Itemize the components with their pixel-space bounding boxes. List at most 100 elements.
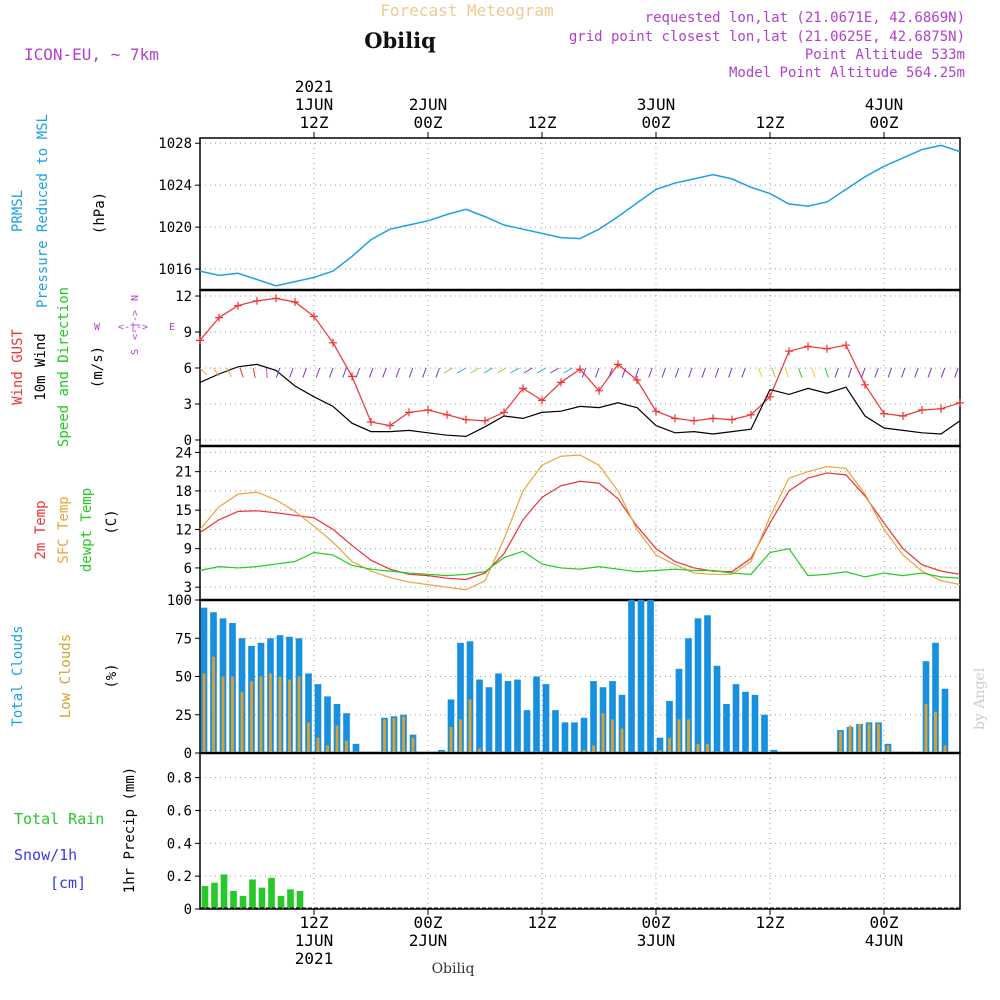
pressure-desc-label: Pressure Reduced to MSL — [35, 114, 51, 308]
rain-label: Total Rain — [14, 810, 104, 828]
gust-marker — [861, 380, 869, 389]
total-cloud-bar — [685, 638, 692, 752]
wind-dir-arrow — [496, 367, 507, 374]
ytick-label: 1028 — [158, 136, 192, 152]
cloud-labels: Total Clouds Low Clouds (%) — [10, 625, 120, 726]
low-cloud-bar — [592, 745, 595, 752]
wind-dir-arrow — [811, 367, 816, 378]
gust-marker — [614, 360, 622, 369]
wind-dir-arrow — [536, 367, 547, 374]
low-cloud-bar — [269, 673, 272, 752]
temp-unit-label: (C) — [104, 509, 120, 534]
ytick-label: 25 — [175, 708, 192, 724]
low-cloud-bar — [259, 676, 263, 752]
total-cloud-bar — [447, 699, 455, 752]
wind-dir-arrow — [443, 367, 453, 374]
total-cloud-bar — [770, 749, 778, 752]
temp-labels: 2m Temp SFC Temp dewpt Temp (C) — [33, 488, 120, 572]
total-cloud-bar — [523, 710, 531, 752]
wind-dir-arrow — [342, 367, 347, 378]
wind-dir-arrow — [483, 367, 493, 374]
wind-dir-arrow — [422, 367, 427, 378]
wind-dir-arrow — [927, 367, 932, 378]
ytick-label: 1024 — [158, 178, 192, 194]
ytick-label: 9 — [184, 542, 192, 558]
temp-panel: 3 6 9 12 15 18 21 24 — [175, 445, 961, 601]
low-cloud-bar — [240, 691, 244, 752]
bottom-time-label: 12Z — [756, 913, 785, 932]
sfc-temp-label: SFC Temp — [56, 496, 72, 563]
rain-bar — [211, 882, 218, 908]
total-cloud-bar — [941, 688, 949, 752]
requested-coords: requested lon,lat (21.0671E, 42.6869N) — [645, 10, 965, 26]
dewpt-line — [199, 548, 961, 579]
wind-dir-arrow — [635, 367, 640, 378]
wind-unit-label: (m/s) — [90, 346, 106, 388]
low-cloud-bar — [943, 745, 947, 752]
low-cloud-bar — [715, 751, 719, 752]
total-cloud-bar — [628, 600, 635, 752]
low-cloud-bar — [915, 751, 918, 752]
gust-marker — [557, 378, 565, 387]
wind-dir-arrow — [550, 367, 560, 374]
wind-dir-arrow — [226, 367, 232, 378]
total-cloud-bar — [438, 749, 445, 752]
snow-unit-label: [cm] — [50, 874, 86, 892]
wind-dir-arrow — [741, 367, 746, 378]
top-time-label: 4JUN — [865, 95, 904, 114]
low-cloud-bar — [582, 749, 586, 752]
compass-ns-arrow: <-|-> — [130, 310, 141, 340]
gust-marker — [196, 336, 204, 345]
ytick-label: 9 — [184, 325, 192, 341]
ytick-label: 0 — [184, 746, 192, 762]
ytick-label: 21 — [175, 465, 192, 481]
model-name: ICON-EU, ~ 7km — [24, 45, 159, 64]
low-cloud-bar — [734, 751, 738, 752]
watermark: by Angel — [972, 667, 988, 730]
ytick-label: 0 — [184, 433, 192, 449]
wind-dir-arrow — [714, 367, 720, 378]
low-cloud-bar — [345, 740, 348, 752]
low-cloud-bar — [706, 743, 709, 752]
rain-bar — [230, 890, 237, 908]
low-cloud-bar — [307, 722, 310, 752]
total-cloud-bar — [542, 684, 550, 752]
total-cloud-bar — [571, 722, 578, 752]
location-title: Obiliq — [364, 28, 436, 53]
wind-dir-arrow — [661, 367, 666, 378]
gust-marker — [443, 410, 451, 419]
gust-marker — [215, 313, 223, 322]
wind-dir-arrow — [369, 367, 374, 378]
wind-dir-arrow — [784, 367, 790, 378]
top-time-label: 12Z — [300, 113, 329, 132]
wind-dir-arrow — [329, 367, 334, 378]
wind-dir-arrow — [199, 367, 208, 376]
compass-north: N — [130, 295, 141, 301]
gust-marker — [842, 341, 850, 350]
gust-marker — [804, 342, 812, 351]
gust-marker — [462, 415, 470, 424]
gust-marker — [956, 398, 964, 407]
ytick-label: 0.6 — [167, 803, 192, 819]
gust-marker — [785, 347, 793, 356]
wind-dir-arrow — [523, 367, 533, 374]
rain-bar — [296, 890, 304, 908]
wind-dir-arrow — [581, 367, 587, 378]
ytick-label: 0.4 — [167, 836, 192, 852]
cloud-unit-label: (%) — [104, 663, 120, 688]
grid-point-coords: grid point closest lon,lat (21.0625E, 42… — [569, 29, 965, 45]
ytick-label: 100 — [167, 593, 192, 609]
ytick-label: 15 — [175, 503, 192, 519]
wind-dir-arrow — [847, 367, 853, 378]
low-cloud-bar — [402, 716, 405, 752]
top-time-label: 12Z — [528, 113, 557, 132]
low-cloud-bar — [839, 731, 842, 752]
wind-dir-arrow — [408, 367, 414, 378]
total-cloud-bar — [495, 673, 502, 752]
gust-marker — [595, 386, 603, 395]
low-cloud-bar — [886, 745, 890, 752]
top-time-label: 3JUN — [637, 95, 676, 114]
ytick-label: 3 — [184, 397, 192, 413]
ytick-label: 12 — [175, 522, 192, 538]
low-cloud-bar — [335, 725, 339, 752]
